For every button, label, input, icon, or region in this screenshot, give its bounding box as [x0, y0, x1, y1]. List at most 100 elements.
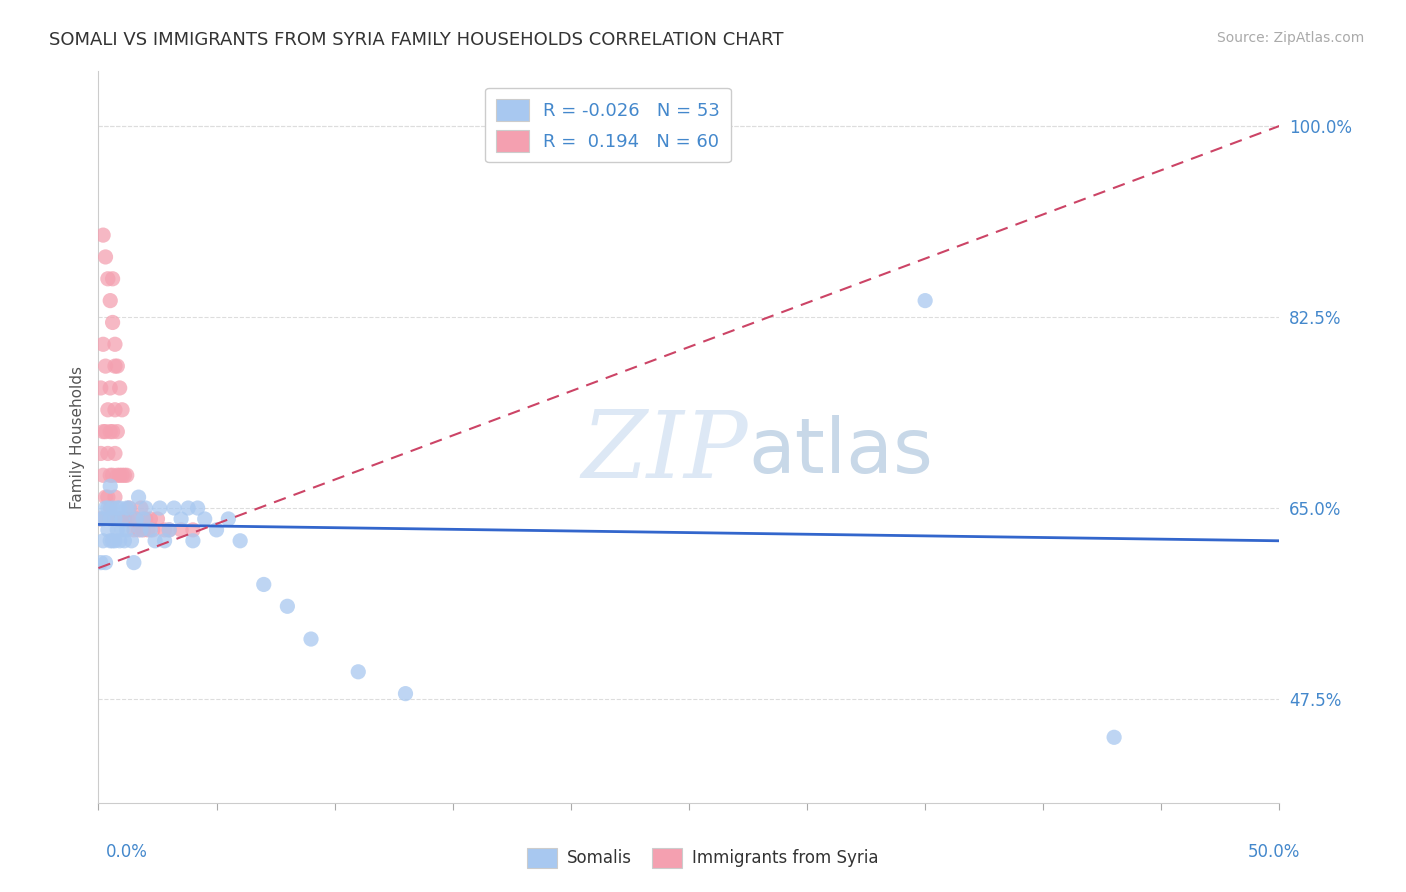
Point: [108, 381, 131, 395]
Text: ZIP: ZIP: [581, 407, 748, 497]
Point: [111, 468, 134, 483]
Point: [90, 556, 112, 570]
Text: 50.0%: 50.0%: [1249, 843, 1301, 861]
Point: [101, 425, 124, 439]
Point: [118, 501, 141, 516]
Point: [90, 512, 112, 526]
Point: [125, 512, 148, 526]
Text: SOMALI VS IMMIGRANTS FROM SYRIA FAMILY HOUSEHOLDS CORRELATION CHART: SOMALI VS IMMIGRANTS FROM SYRIA FAMILY H…: [49, 31, 783, 49]
Point: [142, 523, 165, 537]
Point: [115, 501, 138, 516]
Point: [94, 501, 117, 516]
Point: [98, 479, 121, 493]
Point: [104, 446, 127, 460]
Point: [104, 402, 127, 417]
Point: [153, 523, 176, 537]
Point: [276, 599, 298, 614]
Point: [108, 512, 131, 526]
Point: [177, 501, 200, 516]
Point: [111, 523, 134, 537]
Point: [90, 512, 112, 526]
Point: [194, 512, 217, 526]
Point: [139, 512, 162, 526]
Point: [105, 512, 128, 526]
Text: atlas: atlas: [748, 415, 932, 489]
Text: Source: ZipAtlas.com: Source: ZipAtlas.com: [1216, 31, 1364, 45]
Point: [129, 501, 152, 516]
Point: [115, 523, 138, 537]
Point: [170, 512, 193, 526]
Point: [128, 523, 150, 537]
Point: [90, 381, 112, 395]
Point: [105, 359, 128, 373]
Point: [149, 501, 172, 516]
Point: [104, 359, 127, 373]
Point: [108, 533, 131, 548]
Point: [104, 490, 127, 504]
Point: [128, 490, 150, 504]
Point: [135, 512, 157, 526]
Point: [98, 293, 121, 308]
Point: [101, 315, 124, 329]
Point: [111, 512, 134, 526]
Point: [108, 501, 131, 516]
Point: [205, 523, 228, 537]
Point: [91, 468, 114, 483]
Point: [91, 425, 114, 439]
Point: [153, 533, 176, 548]
Point: [347, 665, 370, 679]
Point: [94, 425, 117, 439]
Text: 0.0%: 0.0%: [105, 843, 148, 861]
Point: [97, 490, 120, 504]
Point: [115, 512, 138, 526]
Point: [101, 501, 124, 516]
Point: [98, 425, 121, 439]
Point: [170, 523, 193, 537]
Y-axis label: Family Households: Family Households: [69, 366, 84, 508]
Point: [914, 293, 936, 308]
Point: [115, 468, 138, 483]
Point: [146, 512, 169, 526]
Point: [98, 501, 121, 516]
Point: [101, 512, 124, 526]
Point: [121, 512, 143, 526]
Point: [118, 501, 141, 516]
Point: [105, 425, 128, 439]
Point: [125, 512, 148, 526]
Point: [122, 523, 145, 537]
Point: [98, 468, 121, 483]
Point: [98, 533, 121, 548]
Point: [157, 523, 180, 537]
Point: [91, 533, 114, 548]
Point: [104, 533, 127, 548]
Point: [139, 523, 162, 537]
Point: [105, 523, 128, 537]
Point: [217, 512, 239, 526]
Point: [97, 402, 120, 417]
Point: [135, 501, 157, 516]
Point: [181, 523, 204, 537]
Point: [229, 533, 252, 548]
Point: [101, 468, 124, 483]
Point: [97, 272, 120, 286]
Point: [122, 556, 145, 570]
Point: [105, 501, 128, 516]
Point: [94, 490, 117, 504]
Point: [91, 512, 114, 526]
Point: [129, 523, 152, 537]
Point: [299, 632, 322, 646]
Point: [132, 523, 155, 537]
Point: [136, 523, 159, 537]
Point: [157, 523, 180, 537]
Point: [111, 402, 134, 417]
Point: [104, 512, 127, 526]
Point: [94, 556, 117, 570]
Point: [121, 533, 143, 548]
Point: [163, 501, 186, 516]
Point: [108, 468, 131, 483]
Point: [91, 337, 114, 351]
Point: [90, 446, 112, 460]
Point: [94, 250, 117, 264]
Point: [94, 359, 117, 373]
Legend: R = -0.026   N = 53, R =  0.194   N = 60: R = -0.026 N = 53, R = 0.194 N = 60: [485, 87, 731, 162]
